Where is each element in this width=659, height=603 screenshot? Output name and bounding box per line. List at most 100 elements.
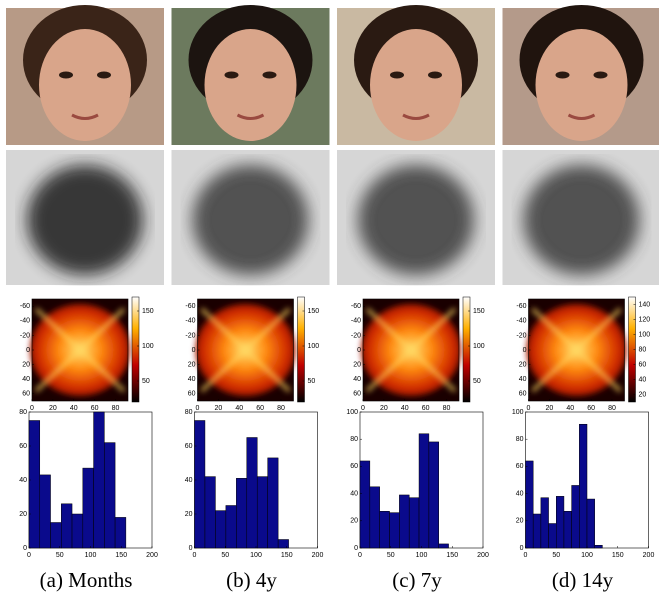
histogram-bar: [94, 412, 105, 548]
x-tick-label: 0: [196, 405, 200, 412]
eye: [594, 72, 608, 79]
y-tick-label: 0: [520, 545, 524, 552]
y-tick-label: 60: [519, 391, 527, 398]
colorbar: [463, 297, 470, 402]
x-tick-label: 0: [30, 405, 34, 412]
y-tick-label: 20: [519, 361, 527, 368]
x-tick-label: 50: [221, 552, 229, 559]
y-tick-label: 60: [516, 463, 524, 470]
eye: [428, 72, 442, 79]
y-tick-label: -60: [351, 303, 361, 310]
histogram-bar: [226, 506, 236, 549]
histogram-bar: [541, 498, 549, 548]
x-tick-label: 100: [85, 552, 97, 559]
histogram-bar: [533, 514, 541, 548]
x-tick-label: 0: [27, 552, 31, 559]
y-tick-label: 60: [22, 391, 30, 398]
y-tick-label: 40: [19, 477, 27, 484]
y-tick-label: 20: [19, 511, 27, 518]
histogram-bar: [595, 545, 603, 548]
y-tick-label: -20: [20, 332, 30, 339]
map-dark: [27, 165, 143, 275]
eye: [263, 72, 277, 79]
y-tick-label: -20: [516, 332, 526, 339]
y-tick-label: 80: [350, 436, 358, 443]
histogram-bar: [390, 513, 400, 548]
x-tick-label: 60: [91, 405, 99, 412]
figure: 0 20 40 60 80 -60 -40 -20 0 20 40 60 50 100 150 0 50 100 1…: [0, 0, 659, 598]
y-tick-label: 20: [516, 518, 524, 525]
x-tick-label: 0: [361, 405, 365, 412]
y-tick-label: -40: [351, 318, 361, 325]
x-tick-label: 50: [56, 552, 64, 559]
histogram-bar: [215, 511, 225, 548]
eye: [390, 72, 404, 79]
x-tick-label: 200: [477, 552, 489, 559]
y-tick-label: -60: [20, 303, 30, 310]
histogram-bar: [564, 511, 572, 548]
caption: (b) 4y: [226, 568, 277, 592]
histogram-bar: [104, 443, 115, 548]
y-tick-label: 0: [357, 347, 361, 354]
x-tick-label: 50: [552, 552, 560, 559]
x-tick-label: 40: [235, 405, 243, 412]
y-tick-label: -40: [516, 318, 526, 325]
x-tick-label: 20: [380, 405, 388, 412]
histogram-bar: [247, 438, 257, 549]
y-tick-label: 40: [350, 490, 358, 497]
y-tick-label: -20: [185, 332, 195, 339]
x-tick-label: 40: [566, 405, 574, 412]
x-tick-label: 100: [416, 552, 428, 559]
caption: (d) 14y: [552, 568, 614, 592]
x-tick-label: 80: [443, 405, 451, 412]
histogram-bar: [40, 475, 51, 548]
x-tick-label: 200: [643, 552, 655, 559]
y-tick-label: -60: [185, 303, 195, 310]
x-tick-label: 80: [112, 405, 120, 412]
histogram-bar: [236, 478, 246, 548]
histogram-bar: [360, 461, 370, 548]
map-dark: [524, 165, 640, 275]
y-tick-label: 80: [516, 436, 524, 443]
eye: [59, 72, 73, 79]
colorbar-tick-label: 140: [639, 301, 651, 308]
y-tick-label: 40: [516, 490, 524, 497]
x-tick-label: 0: [358, 552, 362, 559]
x-tick-label: 60: [422, 405, 430, 412]
histogram-bar: [205, 477, 215, 548]
y-tick-label: -20: [351, 332, 361, 339]
y-tick-label: 80: [19, 409, 27, 416]
y-tick-label: 60: [185, 443, 193, 450]
y-tick-label: 40: [353, 376, 361, 383]
x-tick-label: 150: [612, 552, 624, 559]
x-tick-label: 20: [49, 405, 57, 412]
histogram-bar: [549, 524, 557, 548]
histogram-bar: [399, 495, 409, 548]
histogram-bar: [370, 487, 380, 548]
y-tick-label: -40: [20, 318, 30, 325]
histogram-bar: [439, 544, 449, 548]
colorbar-tick-label: 50: [142, 378, 150, 385]
histogram-bar: [115, 517, 126, 548]
eye: [556, 72, 570, 79]
histogram-bar: [419, 434, 429, 548]
x-tick-label: 150: [446, 552, 458, 559]
colorbar-tick-label: 50: [308, 378, 316, 385]
colorbar-tick-label: 50: [473, 378, 481, 385]
x-tick-label: 40: [70, 405, 78, 412]
x-tick-label: 100: [581, 552, 593, 559]
histogram-bar: [587, 499, 595, 548]
colorbar-tick-label: 150: [473, 308, 485, 315]
y-tick-label: 40: [188, 376, 196, 383]
histogram-bar: [51, 523, 62, 549]
colorbar-tick-label: 150: [308, 308, 320, 315]
map-dark: [193, 165, 309, 275]
x-tick-label: 0: [193, 552, 197, 559]
map-dark: [358, 165, 474, 275]
y-tick-label: 80: [185, 409, 193, 416]
y-tick-label: 0: [523, 347, 527, 354]
histogram-bar: [61, 504, 72, 548]
x-tick-label: 80: [608, 405, 616, 412]
y-tick-label: -60: [516, 303, 526, 310]
histogram-bar: [72, 514, 83, 548]
